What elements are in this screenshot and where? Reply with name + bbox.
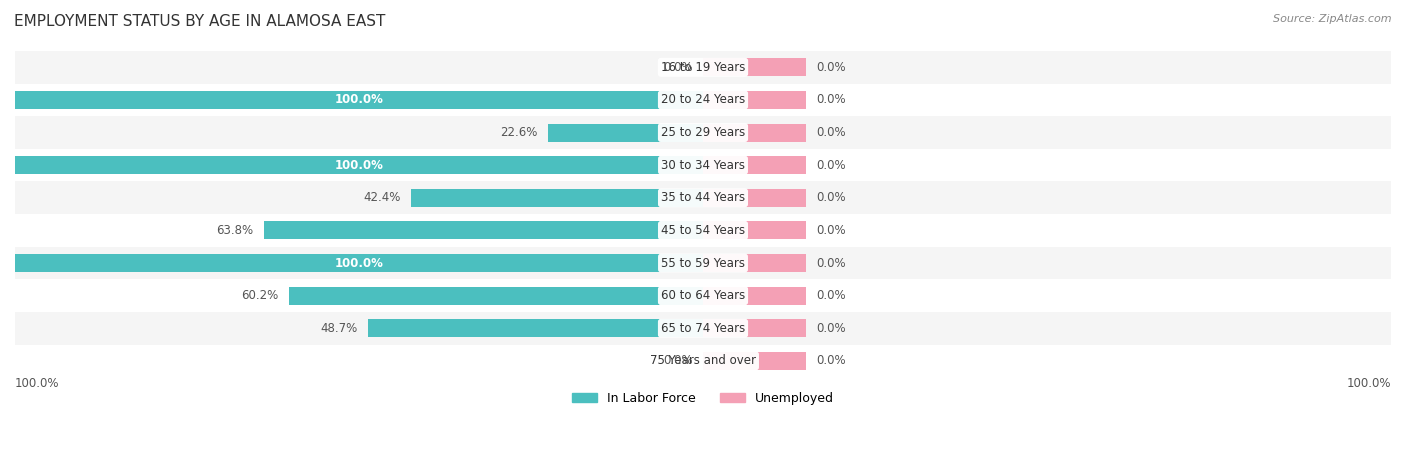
Text: 25 to 29 Years: 25 to 29 Years — [661, 126, 745, 139]
Text: 0.0%: 0.0% — [817, 322, 846, 335]
Text: 55 to 59 Years: 55 to 59 Years — [661, 256, 745, 270]
Text: 0.0%: 0.0% — [817, 256, 846, 270]
Bar — [15, 247, 1391, 279]
Legend: In Labor Force, Unemployed: In Labor Force, Unemployed — [567, 387, 839, 410]
Text: 20 to 24 Years: 20 to 24 Years — [661, 94, 745, 107]
Bar — [703, 58, 806, 76]
Bar — [288, 287, 703, 305]
Bar — [264, 221, 703, 239]
Bar — [703, 254, 806, 272]
Text: 22.6%: 22.6% — [499, 126, 537, 139]
Bar — [368, 319, 703, 337]
Text: 0.0%: 0.0% — [664, 61, 693, 74]
Text: 35 to 44 Years: 35 to 44 Years — [661, 191, 745, 204]
Bar — [703, 221, 806, 239]
Text: 60 to 64 Years: 60 to 64 Years — [661, 289, 745, 302]
Text: 100.0%: 100.0% — [335, 256, 384, 270]
Bar — [15, 312, 1391, 345]
Text: 63.8%: 63.8% — [217, 224, 253, 237]
Bar — [15, 51, 1391, 84]
Bar — [703, 319, 806, 337]
Text: 16 to 19 Years: 16 to 19 Years — [661, 61, 745, 74]
Text: 0.0%: 0.0% — [817, 126, 846, 139]
Text: 0.0%: 0.0% — [817, 224, 846, 237]
Text: 100.0%: 100.0% — [335, 94, 384, 107]
Bar — [15, 84, 1391, 116]
Bar — [15, 181, 1391, 214]
Bar — [703, 287, 806, 305]
Text: 75 Years and over: 75 Years and over — [650, 354, 756, 367]
Text: 0.0%: 0.0% — [817, 289, 846, 302]
Text: 100.0%: 100.0% — [1347, 377, 1391, 390]
Text: 65 to 74 Years: 65 to 74 Years — [661, 322, 745, 335]
Text: Source: ZipAtlas.com: Source: ZipAtlas.com — [1274, 14, 1392, 23]
Bar — [15, 149, 1391, 181]
Bar — [412, 189, 703, 207]
Bar — [703, 91, 806, 109]
Bar — [15, 345, 1391, 377]
Bar — [15, 116, 1391, 149]
Text: EMPLOYMENT STATUS BY AGE IN ALAMOSA EAST: EMPLOYMENT STATUS BY AGE IN ALAMOSA EAST — [14, 14, 385, 28]
Text: 48.7%: 48.7% — [321, 322, 357, 335]
Bar — [703, 156, 806, 174]
Bar — [15, 156, 703, 174]
Text: 0.0%: 0.0% — [817, 354, 846, 367]
Text: 60.2%: 60.2% — [242, 289, 278, 302]
Text: 100.0%: 100.0% — [15, 377, 59, 390]
Bar — [703, 189, 806, 207]
Bar — [703, 352, 806, 370]
Text: 0.0%: 0.0% — [817, 61, 846, 74]
Text: 42.4%: 42.4% — [364, 191, 401, 204]
Bar — [15, 279, 1391, 312]
Bar — [547, 124, 703, 141]
Text: 100.0%: 100.0% — [335, 159, 384, 171]
Bar — [703, 124, 806, 141]
Text: 45 to 54 Years: 45 to 54 Years — [661, 224, 745, 237]
Bar — [15, 254, 703, 272]
Text: 30 to 34 Years: 30 to 34 Years — [661, 159, 745, 171]
Text: 0.0%: 0.0% — [664, 354, 693, 367]
Text: 0.0%: 0.0% — [817, 191, 846, 204]
Text: 0.0%: 0.0% — [817, 94, 846, 107]
Text: 0.0%: 0.0% — [817, 159, 846, 171]
Bar — [15, 91, 703, 109]
Bar — [15, 214, 1391, 247]
